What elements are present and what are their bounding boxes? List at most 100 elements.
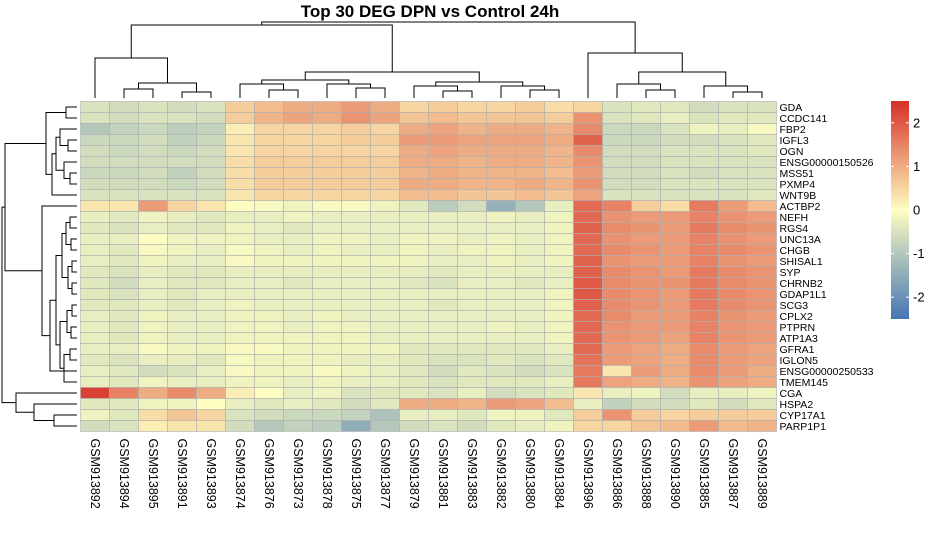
heatmap-cell <box>254 233 284 245</box>
row-label: ENSG00000250533 <box>780 366 874 378</box>
heatmap-cell <box>138 123 168 135</box>
heatmap-cell <box>312 255 342 267</box>
dendrogram-branch <box>71 304 77 317</box>
heatmap-cell <box>341 376 371 388</box>
dendrogram-branch <box>33 403 77 421</box>
heatmap-cell <box>573 409 603 421</box>
heatmap-cell <box>80 200 110 212</box>
column-labels: GSM913892 GSM913894 GSM913895 GSM913891 GSM9… <box>88 439 769 509</box>
heatmap-cell <box>718 101 748 113</box>
heatmap-cell <box>196 244 226 256</box>
heatmap-cell <box>254 255 284 267</box>
heatmap-cell <box>370 376 400 388</box>
heatmap-cell <box>544 244 574 256</box>
heatmap-cell <box>602 299 632 311</box>
heatmap-cell <box>689 255 719 267</box>
heatmap-cell <box>370 321 400 333</box>
heatmap-cell <box>689 420 719 432</box>
dendrogram-branch <box>268 89 299 98</box>
heatmap-cell <box>109 409 139 421</box>
heatmap-cell <box>225 178 255 190</box>
heatmap-cell <box>718 134 748 146</box>
heatmap-cell <box>602 365 632 377</box>
heatmap-cell <box>138 288 168 300</box>
column-label: GSM913885 <box>697 439 711 509</box>
heatmap-cell <box>109 277 139 289</box>
heatmap-cell <box>660 299 690 311</box>
heatmap-cell <box>312 321 342 333</box>
heatmap-cell <box>689 112 719 124</box>
heatmap-cell <box>660 156 690 168</box>
heatmap-cell <box>254 112 284 124</box>
heatmap-cell <box>370 343 400 355</box>
heatmap-cell <box>602 244 632 256</box>
heatmap-cell <box>167 299 197 311</box>
heatmap-cell <box>515 255 545 267</box>
heatmap-cell <box>109 310 139 322</box>
heatmap-cell <box>515 277 545 289</box>
column-label: GSM913887 <box>726 439 740 509</box>
heatmap-cell <box>602 387 632 399</box>
heatmap-cell <box>573 343 603 355</box>
heatmap-cell <box>341 420 371 432</box>
heatmap-cell <box>283 178 313 190</box>
heatmap-cell <box>341 233 371 245</box>
heatmap-cell <box>573 244 603 256</box>
heatmap-cell <box>544 266 574 278</box>
column-label: GSM913877 <box>378 439 392 509</box>
row-label: PXMP4 <box>780 179 816 191</box>
heatmap-cell <box>602 134 632 146</box>
heatmap-cell <box>573 134 603 146</box>
heatmap-cell <box>515 167 545 179</box>
heatmap-cell <box>689 101 719 113</box>
heatmap-cell <box>573 233 603 245</box>
heatmap-cell <box>573 156 603 168</box>
heatmap-cell <box>341 211 371 223</box>
heatmap-cell <box>544 233 574 245</box>
heatmap-cell <box>544 376 574 388</box>
heatmap-cell <box>631 299 661 311</box>
heatmap-cell <box>457 321 487 333</box>
heatmap-cell <box>689 277 719 289</box>
heatmap-cell <box>457 134 487 146</box>
dendrogram-branch <box>261 79 350 84</box>
heatmap-cell <box>660 178 690 190</box>
row-label: GDAP1L1 <box>780 289 827 301</box>
column-label: GSM913878 <box>320 439 334 509</box>
heatmap-cell <box>283 299 313 311</box>
heatmap-cell <box>225 266 255 278</box>
heatmap-cell <box>631 123 661 135</box>
heatmap-cell <box>689 178 719 190</box>
heatmap-cell <box>718 354 748 366</box>
heatmap-cell <box>457 211 487 223</box>
heatmap-cell <box>196 123 226 135</box>
row-label: SYP <box>780 267 801 279</box>
dendrogram-branch <box>732 91 763 98</box>
heatmap-cell <box>631 200 661 212</box>
heatmap-cell <box>457 156 487 168</box>
heatmap-cell <box>80 222 110 234</box>
heatmap-cell <box>254 211 284 223</box>
heatmap-cell <box>573 420 603 432</box>
heatmap-cell <box>428 354 458 366</box>
column-label: GSM913881 <box>436 439 450 509</box>
heatmap-cell <box>80 266 110 278</box>
heatmap-cell <box>544 277 574 289</box>
heatmap-cell <box>399 112 429 124</box>
heatmap-cell <box>660 211 690 223</box>
heatmap-cell <box>660 332 690 344</box>
heatmap-cell <box>631 178 661 190</box>
heatmap-cell <box>312 277 342 289</box>
dendrogram-branch <box>442 90 473 98</box>
heatmap-cell <box>747 112 777 124</box>
heatmap-cell <box>515 178 545 190</box>
row-label: TMEM145 <box>780 377 829 389</box>
heatmap-cell <box>225 200 255 212</box>
heatmap-cell <box>399 123 429 135</box>
row-label: GDA <box>780 102 803 114</box>
heatmap-cell <box>486 277 516 289</box>
heatmap-cell <box>225 310 255 322</box>
heatmap-cell <box>312 299 342 311</box>
heatmap-cell <box>747 409 777 421</box>
